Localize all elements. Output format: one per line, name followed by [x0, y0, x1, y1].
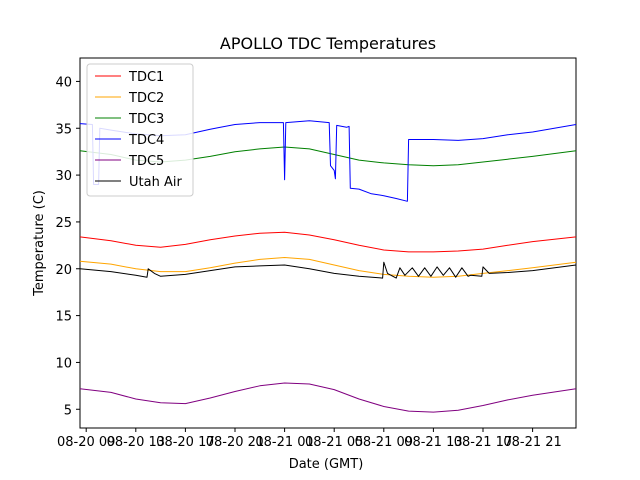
x-tick-label: 08-21 01: [255, 435, 313, 450]
legend-entry: TDC5: [128, 154, 164, 169]
x-tick-label: 08-20 17: [156, 435, 214, 450]
x-tick-label: 08-21 13: [404, 435, 462, 450]
y-tick-label: 35: [55, 122, 72, 137]
y-tick-label: 25: [55, 216, 72, 231]
series-line-tdc2: [79, 257, 577, 278]
x-tick-label: 08-20 13: [107, 435, 165, 450]
y-axis-label: Temperature (C): [32, 190, 47, 297]
legend: TDC1 TDC2 TDC3 TDC4 TDC5 Utah Air: [86, 63, 194, 197]
series-line-utah-air: [79, 261, 577, 279]
y-tick-label: 10: [55, 356, 72, 371]
x-tick-label: 08-20 09: [57, 435, 115, 450]
y-tick-label: 15: [55, 310, 72, 325]
chart-title: APOLLO TDC Temperatures: [220, 34, 436, 53]
x-tick-label: 08-20 21: [206, 435, 264, 450]
x-axis-label: Date (GMT): [289, 457, 364, 472]
legend-entry: TDC2: [128, 91, 164, 106]
x-tick-label: 08-21 05: [305, 435, 363, 450]
y-tick-label: 30: [55, 169, 72, 184]
y-tick-label: 20: [55, 263, 72, 278]
y-axis: 5 10 15 20 25 30 35 40: [55, 75, 80, 418]
y-tick-label: 40: [55, 75, 72, 90]
series-line-tdc5: [79, 382, 577, 413]
legend-entry: Utah Air: [129, 175, 182, 190]
x-tick-label: 08-21 09: [355, 435, 413, 450]
legend-entry: TDC1: [128, 70, 164, 85]
x-tick-label: 08-21 17: [454, 435, 512, 450]
x-tick-label: 08-21 21: [503, 435, 561, 450]
series-line-tdc1: [79, 231, 577, 253]
legend-entry: TDC4: [128, 133, 164, 148]
legend-entry: TDC3: [128, 112, 164, 127]
y-tick-label: 5: [64, 403, 72, 418]
